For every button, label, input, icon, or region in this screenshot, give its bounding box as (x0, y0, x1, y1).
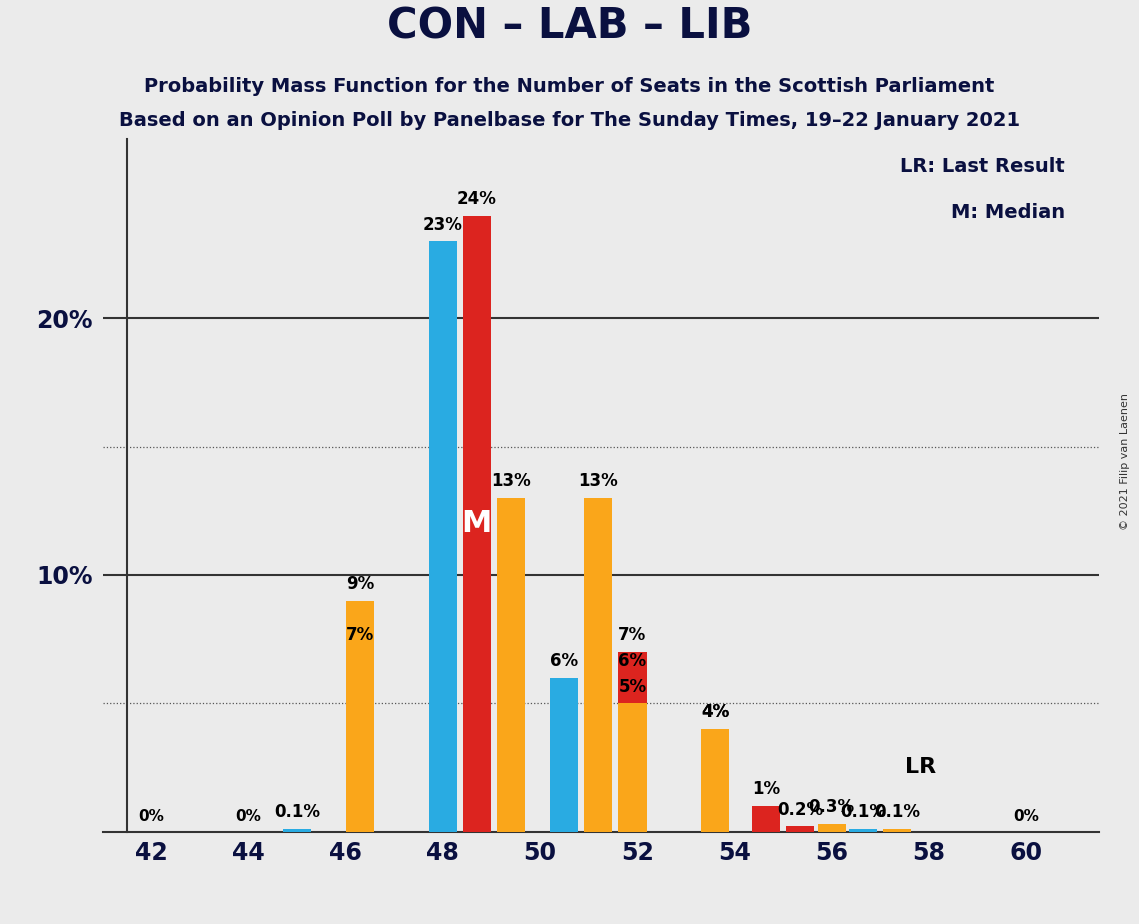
Text: 0.2%: 0.2% (777, 801, 823, 819)
Bar (346, 601, 375, 832)
Bar (346, 652, 375, 832)
Text: M: Median: M: Median (951, 202, 1065, 222)
Text: 6%: 6% (618, 652, 647, 670)
Bar (282, 829, 311, 832)
Text: 13%: 13% (491, 472, 531, 491)
Text: 4%: 4% (700, 703, 729, 722)
Text: 24%: 24% (457, 190, 497, 208)
Text: 0%: 0% (1014, 808, 1039, 824)
Text: 23%: 23% (423, 215, 462, 234)
Bar (618, 677, 647, 832)
Bar (786, 826, 814, 832)
Text: 4%: 4% (700, 703, 729, 722)
Text: © 2021 Filip van Laenen: © 2021 Filip van Laenen (1121, 394, 1130, 530)
Bar (428, 241, 457, 832)
Text: 0.1%: 0.1% (841, 803, 886, 821)
Bar (584, 498, 613, 832)
Bar (700, 729, 729, 832)
Text: 5%: 5% (618, 677, 647, 696)
Text: 6%: 6% (550, 652, 579, 670)
Text: 0%: 0% (236, 808, 261, 824)
Text: LR: Last Result: LR: Last Result (900, 156, 1065, 176)
Text: 0.1%: 0.1% (875, 803, 920, 821)
Bar (752, 806, 780, 832)
Bar (850, 829, 877, 832)
Bar (700, 729, 729, 832)
Text: Probability Mass Function for the Number of Seats in the Scottish Parliament: Probability Mass Function for the Number… (145, 78, 994, 96)
Bar (818, 824, 846, 832)
Text: LR: LR (904, 758, 936, 777)
Text: 0.3%: 0.3% (809, 798, 854, 816)
Text: 13%: 13% (579, 472, 618, 491)
Bar (462, 215, 491, 832)
Text: 0.1%: 0.1% (274, 803, 320, 821)
Text: 7%: 7% (618, 626, 647, 644)
Bar (618, 703, 647, 832)
Bar (618, 652, 647, 832)
Text: CON – LAB – LIB: CON – LAB – LIB (387, 6, 752, 48)
Text: 9%: 9% (346, 575, 375, 593)
Text: M: M (461, 509, 492, 538)
Bar (550, 677, 579, 832)
Text: 0%: 0% (138, 808, 164, 824)
Bar (883, 829, 911, 832)
Text: Based on an Opinion Poll by Panelbase for The Sunday Times, 19–22 January 2021: Based on an Opinion Poll by Panelbase fo… (118, 111, 1021, 129)
Bar (497, 498, 525, 832)
Text: 1%: 1% (752, 780, 780, 798)
Text: 7%: 7% (346, 626, 375, 644)
